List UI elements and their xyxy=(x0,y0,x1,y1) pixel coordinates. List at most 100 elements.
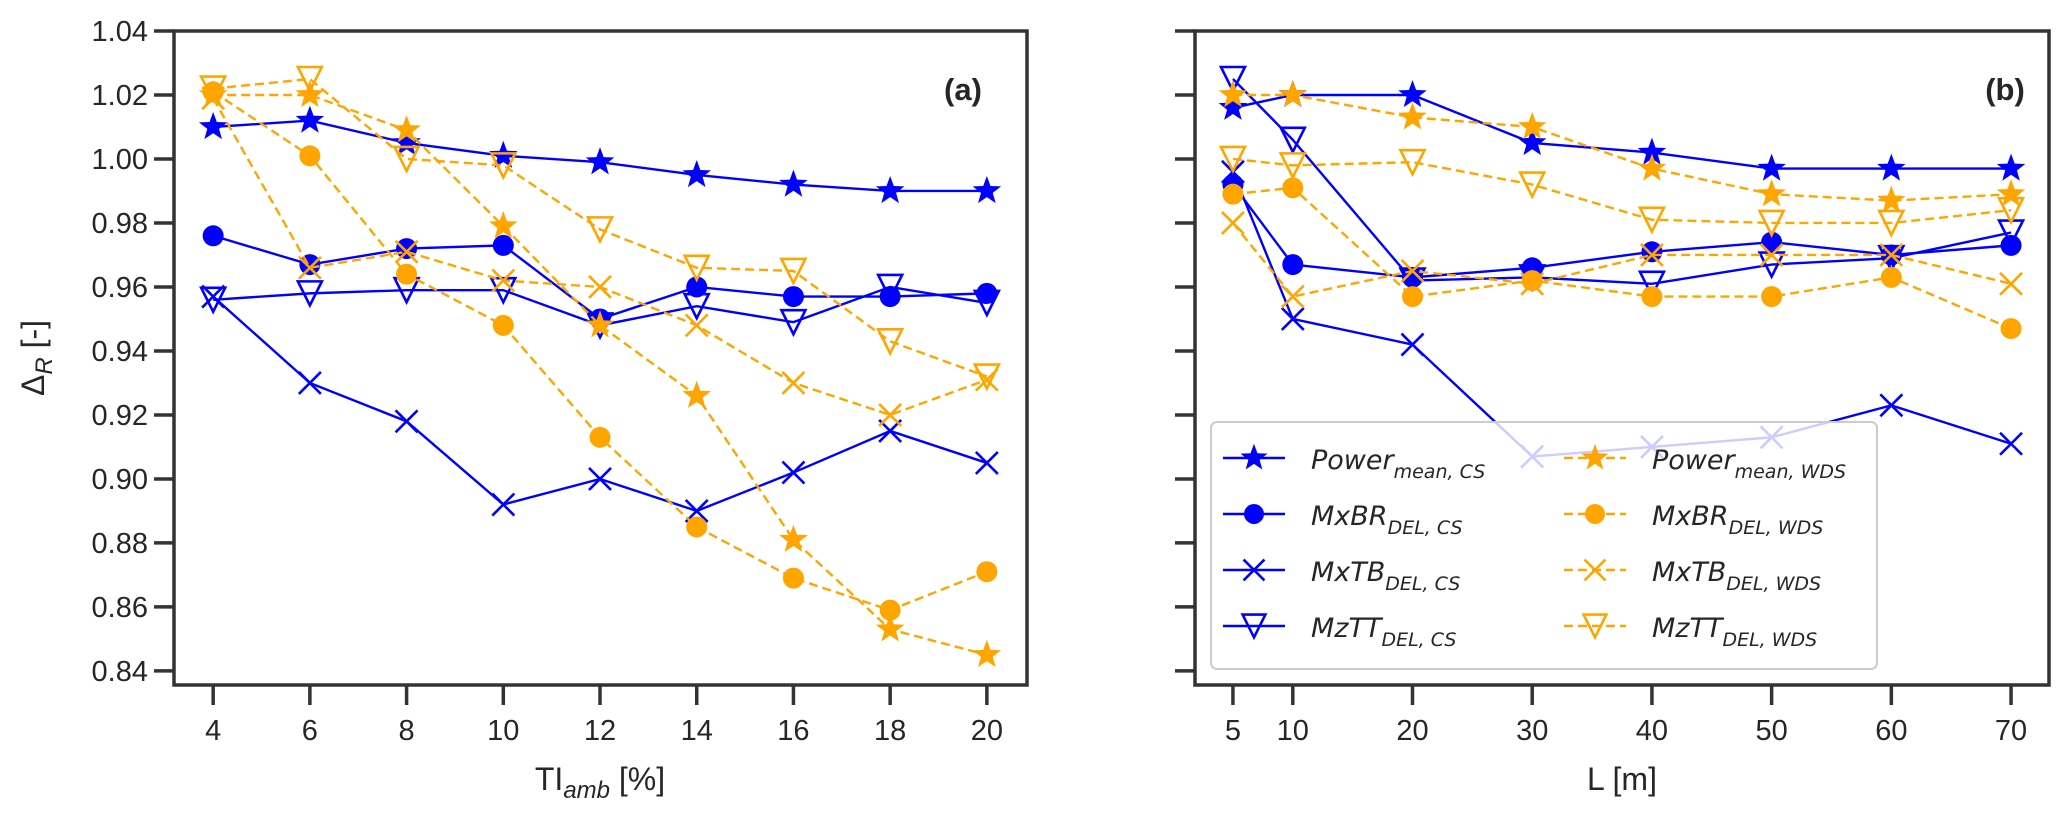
panel-a-axes: 0.84 0.86 0.88 0.90 0.92 0.94 0.96 0.98 1.00 1.02… xyxy=(92,16,1029,747)
panel-a-ytick-label: 0.94 xyxy=(92,336,148,368)
panel-b-series xyxy=(1218,65,2026,469)
legend-label: MxTBDEL, WDS xyxy=(1652,557,1821,595)
legend-label-sub: mean, CS xyxy=(1394,461,1486,483)
legend-label-main: Power xyxy=(1652,445,1736,476)
panel-b-point-mztt-del-wds-3 xyxy=(1518,171,1547,200)
legend-label: MzTTDEL, CS xyxy=(1311,613,1456,651)
panel-a-point-power-mean-wds-5 xyxy=(682,380,711,408)
panel-a-ytick-label: 0.84 xyxy=(92,656,148,688)
panel-b-xtick-label: 70 xyxy=(1995,715,2027,747)
panel-a-point-power-mean-cs-2 xyxy=(392,127,421,156)
panel-a-point-mxbr-del-wds-2 xyxy=(396,263,418,285)
legend-entry-power-mean-cs: Powermean, CS xyxy=(1223,443,1486,483)
panel-a-point-mxtb-del-wds-6 xyxy=(781,371,806,395)
panel-a-ytick-label: 0.90 xyxy=(92,464,148,496)
legend-marker-circle-icon xyxy=(1585,504,1605,524)
panel-b-point-power-mean-wds-0 xyxy=(1218,79,1248,108)
panel-a-point-mxbr-del-wds-6 xyxy=(782,567,804,589)
panel-a-point-mxtb-del-cs-4 xyxy=(588,467,612,491)
panel-a-xlabel-sub: amb xyxy=(563,777,610,804)
panel-a-point-mxtb-del-wds-7 xyxy=(878,403,903,427)
legend-entry-mztt-del-wds: MzTTDEL, WDS xyxy=(1564,613,1817,651)
panel-a-point-mxtb-del-wds-1 xyxy=(297,255,322,280)
panel-a-point-mztt-del-cs-0 xyxy=(199,286,228,315)
panel-a-point-mztt-del-wds-2 xyxy=(392,145,421,174)
panel-a-point-mxtb-del-wds-2 xyxy=(394,239,419,264)
panel-b-series-mztt-del-cs xyxy=(1218,65,2026,299)
panel-b-xlabel: L [m] xyxy=(1587,761,1657,797)
panel-b-point-mztt-del-wds-4 xyxy=(1637,206,1667,235)
panel-b-point-power-mean-wds-3 xyxy=(1517,111,1547,140)
panel-a-line-power-mean-wds xyxy=(213,93,988,657)
panel-b-xtick-label: 10 xyxy=(1277,715,1309,747)
panel-a-point-power-mean-wds-7 xyxy=(875,614,905,642)
panel-b-point-mztt-del-wds-5 xyxy=(1757,209,1786,238)
panel-a-point-mxbr-del-wds-3 xyxy=(492,314,514,336)
legend-label-main: MxBR xyxy=(1652,501,1729,532)
legend-marker-star-icon xyxy=(1581,443,1609,470)
panel-a-point-mxbr-del-cs-6 xyxy=(782,286,804,308)
panel-b-xtick-label: 5 xyxy=(1225,715,1241,747)
panel-a-point-mxbr-del-cs-3 xyxy=(492,234,514,256)
legend-label-sub: DEL, WDS xyxy=(1722,629,1817,651)
panel-a-point-mxtb-del-cs-0 xyxy=(201,284,226,309)
panel-a-ytick-label: 1.04 xyxy=(92,16,148,48)
panel-b-point-mxbr-del-cs-5 xyxy=(1761,231,1783,253)
panel-a-point-mztt-del-cs-3 xyxy=(489,276,518,306)
legend-marker-star-icon xyxy=(1240,443,1268,470)
legend-label-main: MxBR xyxy=(1311,501,1388,532)
panel-b-xtick-label: 40 xyxy=(1636,715,1668,747)
panel-b-point-mztt-del-wds-6 xyxy=(1877,209,1906,238)
panel-a-point-mxbr-del-cs-2 xyxy=(396,238,418,260)
panel-a-point-mxtb-del-cs-8 xyxy=(974,451,999,475)
panel-a-point-mztt-del-wds-3 xyxy=(489,152,518,181)
panel-a-ylabel-main: Δ xyxy=(15,375,51,396)
panel-b-point-power-mean-cs-4 xyxy=(1637,137,1667,165)
panel-b-point-mxtb-del-wds-6 xyxy=(1879,243,1904,267)
panel-b-series-power-mean-cs xyxy=(1218,79,2026,181)
panel-a-series-mxtb-del-wds xyxy=(201,86,999,427)
panel-a-point-mztt-del-cs-6 xyxy=(779,308,808,338)
legend-label: MxBRDEL, WDS xyxy=(1652,501,1823,539)
panel-a-ytick-label: 1.02 xyxy=(92,80,148,112)
legend-label-sub: DEL, WDS xyxy=(1726,573,1821,595)
panel-b-series-mxtb-del-wds xyxy=(1221,211,2023,309)
panel-a-point-power-mean-wds-4 xyxy=(585,310,615,338)
panel-b-point-power-mean-cs-5 xyxy=(1757,153,1786,181)
panel-a-point-mxtb-del-cs-3 xyxy=(491,492,516,517)
panel-a-point-mxbr-del-wds-8 xyxy=(976,561,998,583)
panel-a-series xyxy=(198,65,1002,668)
panel-b-point-mztt-del-wds-7 xyxy=(1996,196,2026,226)
panel-b-point-power-mean-cs-6 xyxy=(1877,153,1906,181)
legend-label-main: MxTB xyxy=(1311,557,1385,588)
panel-b-point-mxbr-del-cs-1 xyxy=(1282,254,1304,276)
panel-a-point-mxbr-del-wds-4 xyxy=(589,426,611,448)
panel-b-xtick-label: 20 xyxy=(1396,715,1428,747)
panel-a-point-mxbr-del-wds-5 xyxy=(686,516,708,538)
legend-label: MzTTDEL, WDS xyxy=(1652,613,1817,651)
panel-a-series-mxtb-del-cs xyxy=(201,284,999,523)
legend-label: Powermean, WDS xyxy=(1652,445,1846,483)
panel-a-xlabel-suffix: [%] xyxy=(610,761,665,797)
panel-b-point-mxbr-del-wds-3 xyxy=(1521,270,1543,292)
panel-b-line-mztt-del-wds xyxy=(1232,157,2012,225)
panel-b-point-mxbr-del-wds-4 xyxy=(1641,286,1663,308)
panel-a-point-mxbr-del-cs-0 xyxy=(202,225,224,247)
legend-label-main: Power xyxy=(1311,445,1395,476)
legend-label-main: MzTT xyxy=(1311,613,1384,644)
legend-label: MxTBDEL, CS xyxy=(1311,557,1460,595)
panel-a-point-mztt-del-cs-8 xyxy=(972,289,1001,318)
panel-a-point-mztt-del-cs-1 xyxy=(295,280,324,309)
panel-b-point-mxtb-del-cs-1 xyxy=(1280,307,1305,331)
legend-label: MxBRDEL, CS xyxy=(1311,501,1463,539)
legend-entry-mxbr-del-wds: MxBRDEL, WDS xyxy=(1564,501,1823,539)
panel-a-point-power-mean-wds-8 xyxy=(972,639,1002,668)
panel-b-line-power-mean-wds xyxy=(1232,93,2012,202)
panel-b-point-mxtb-del-cs-6 xyxy=(1879,393,1904,418)
panel-b-point-mxbr-del-wds-5 xyxy=(1761,286,1783,308)
panel-b-series-power-mean-wds xyxy=(1218,79,2026,213)
panel-a-ytick-label: 0.92 xyxy=(92,400,148,432)
